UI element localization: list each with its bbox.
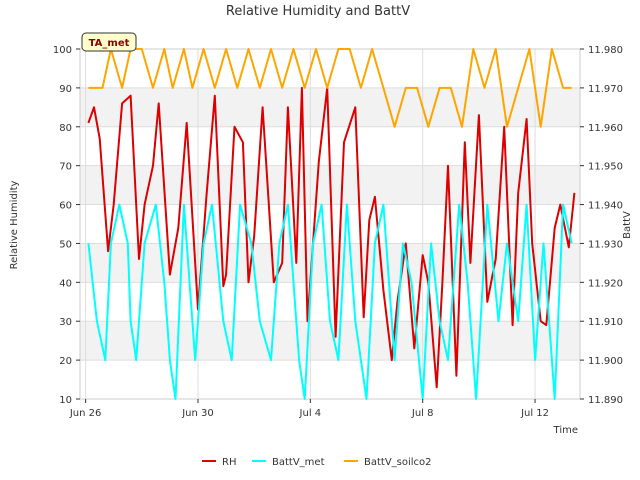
right-tick-label: 11.910	[588, 317, 623, 328]
chart-title: Relative Humidity and BattV	[226, 4, 410, 19]
right-tick-label: 11.890	[588, 395, 623, 406]
x-tick-label: Jul 4	[299, 408, 322, 419]
right-tick-label: 11.950	[588, 162, 623, 173]
x-tick-label: Jun 30	[181, 408, 214, 419]
badge-label: TA_met	[89, 38, 130, 49]
left-tick-label: 40	[59, 278, 72, 289]
left-tick-label: 70	[59, 162, 72, 173]
legend: RH BattV_met BattV_soilco2	[202, 457, 432, 468]
left-tick-label: 50	[59, 239, 72, 250]
left-tick-label: 30	[59, 317, 72, 328]
left-tick-label: 80	[59, 123, 72, 134]
right-axis-ticks: 11.890 11.900 11.910 11.920 11.930 11.940 11.9…	[580, 45, 623, 406]
plot-area	[79, 48, 581, 400]
right-tick-label: 11.970	[588, 84, 623, 95]
x-axis-label: Time	[553, 425, 578, 436]
series-line-battv-soilco2	[88, 48, 572, 128]
legend-label-rh: RH	[222, 457, 236, 468]
right-tick-label: 11.920	[588, 278, 623, 289]
right-tick-label: 11.930	[588, 239, 623, 250]
left-tick-label: 20	[59, 356, 72, 367]
left-tick-label: 10	[59, 395, 72, 406]
left-tick-label: 90	[59, 84, 72, 95]
left-tick-label: 60	[59, 201, 72, 212]
background-band	[80, 87, 580, 127]
legend-label-battv-met: BattV_met	[272, 457, 325, 468]
series-line-rh	[87, 86, 576, 389]
right-tick-label: 11.960	[588, 123, 623, 134]
right-tick-label: 11.940	[588, 201, 623, 212]
x-tick-label: Jul 8	[411, 408, 434, 419]
left-axis-ticks: 10 20 30 40 50 60 70 80 90 100	[53, 45, 80, 406]
x-tick-label: Jul 12	[520, 408, 549, 419]
series-layer	[87, 48, 576, 400]
legend-label-battv-soilco2: BattV_soilco2	[364, 457, 432, 468]
ta-met-badge: TA_met	[81, 32, 137, 52]
left-tick-label: 100	[53, 45, 72, 56]
right-tick-label: 11.980	[588, 45, 623, 56]
series-line-battv-met	[87, 203, 573, 400]
x-axis-ticks: Jun 26 Jun 30 Jul 4 Jul 8 Jul 12	[69, 399, 549, 419]
badge-box	[81, 32, 137, 52]
left-axis-label: Relative Humidity	[9, 181, 20, 270]
x-tick-label: Jun 26	[69, 408, 102, 419]
right-axis-label: BattV	[622, 211, 633, 239]
right-tick-label: 11.900	[588, 356, 623, 367]
background-band	[80, 321, 580, 361]
